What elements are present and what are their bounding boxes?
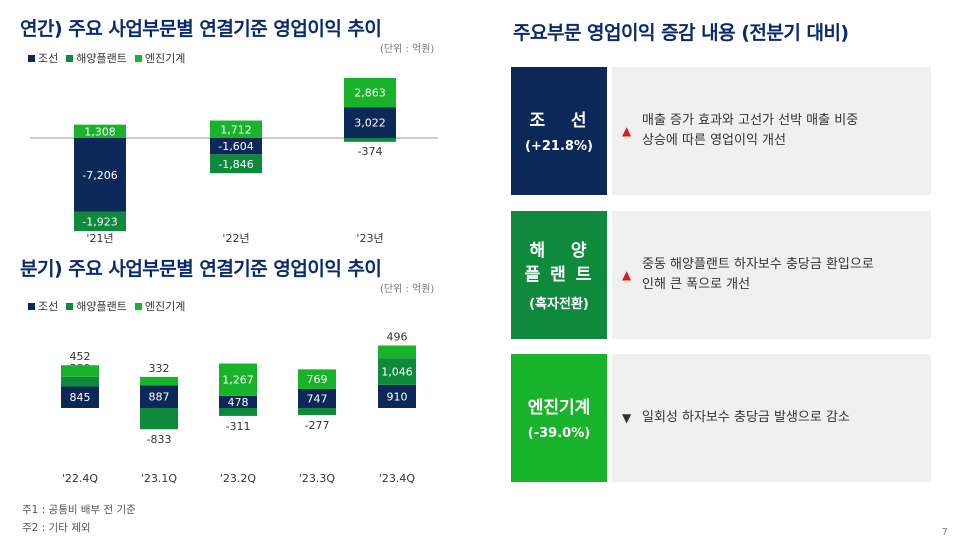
bar-offshore (344, 138, 396, 142)
data-label-shipbuilding: 910 (387, 390, 408, 403)
segment-name: 플 랜 트 (524, 264, 594, 285)
page-number: 7 (941, 527, 948, 538)
bar-shipbuilding (219, 395, 257, 408)
bar-offshore (61, 376, 99, 387)
data-label-offshore: -374 (358, 145, 383, 158)
annual-unit-label: (단위 : 억원) (380, 44, 435, 55)
data-label-offshore: -311 (226, 420, 251, 433)
segment-name: 조 선 (529, 110, 589, 131)
footnote-2: 주2 : 기타 제외 (22, 522, 91, 534)
data-label-shipbuilding: 747 (307, 392, 328, 405)
bar-shipbuilding (378, 384, 416, 408)
bar-shipbuilding (61, 386, 99, 408)
annual-legend: 조선 해양플랜트 엔진기계 (28, 50, 185, 66)
bar-shipbuilding (298, 388, 336, 408)
segment-description: ▲ 매출 증가 효과와 고선가 선박 매출 비중 상승에 따른 영업이익 개선 (612, 67, 931, 195)
data-label-engine: 496 (387, 330, 408, 343)
bar-offshore (74, 211, 126, 232)
bar-offshore (378, 358, 416, 385)
data-label-shipbuilding: 845 (70, 391, 91, 404)
bar-engine (344, 77, 396, 108)
segment-change-pct: (+21.8%) (525, 138, 593, 154)
segment-description: ▼ 일회성 하자보수 충당금 발생으로 감소 (612, 354, 931, 482)
data-label-engine: 2,863 (354, 87, 386, 100)
data-label-engine: 1,267 (222, 374, 254, 387)
bar-engine (74, 124, 126, 138)
bar-engine (140, 376, 178, 386)
data-label-engine: 332 (149, 362, 170, 375)
category-tick-label: '23년 (356, 232, 383, 245)
segment-description: ▲ 중동 해양플랜트 하자보수 충당금 환입으로 인해 큰 폭으로 개선 (612, 211, 931, 339)
segment-row-offshore: 해 양 플 랜 트 (흑자전환) ▲ 중동 해양플랜트 하자보수 충당금 환입으… (511, 211, 931, 339)
data-label-offshore: -1,923 (82, 215, 117, 228)
bar-shipbuilding (140, 385, 178, 408)
bar-engine (210, 120, 262, 138)
bar-engine (219, 363, 257, 396)
legend-item-engine: 엔진기계 (134, 298, 185, 314)
quarterly-chart: 845380452'22.4Q887-833332'23.1Q478-3111,… (61, 330, 416, 485)
annual-chart: -7,206 -1,923 1,308 '21년 -1,604 -1,846 1,712 '2… (30, 77, 438, 245)
bar-shipbuilding (210, 138, 262, 155)
segment-row-engine: 엔진기계 (-39.0%) ▼ 일회성 하자보수 충당금 발생으로 감소 (511, 354, 931, 482)
bar-offshore (140, 408, 178, 430)
data-label-shipbuilding: 3,022 (354, 117, 386, 130)
category-tick-label: '23.3Q (299, 472, 336, 485)
category-tick-label: '23.2Q (220, 472, 257, 485)
bar-shipbuilding (74, 138, 126, 212)
category-tick-label: '22.4Q (62, 472, 99, 485)
bar-offshore (298, 408, 336, 416)
bar-offshore (219, 408, 257, 416)
legend-item-shipbuilding: 조선 (28, 50, 58, 66)
legend-item-shipbuilding: 조선 (28, 298, 58, 314)
description-line: 중동 해양플랜트 하자보수 충당금 환입으로 (642, 257, 874, 272)
data-label-engine: 452 (70, 350, 91, 363)
segment-row-shipbuilding: 조 선 (+21.8%) ▲ 매출 증가 효과와 고선가 선박 매출 비중 상승… (511, 67, 931, 195)
data-label-offshore: -1,846 (218, 158, 253, 171)
data-label-offshore: -833 (147, 433, 172, 446)
quarterly-unit-label: (단위 : 억원) (380, 284, 435, 295)
segment-label-engine: 엔진기계 (-39.0%) (511, 354, 607, 482)
right-panel-title: 주요부문 영업이익 증감 내용 (전분기 대비) (513, 22, 849, 44)
bar-engine (378, 345, 416, 359)
legend-item-offshore: 해양플랜트 (66, 298, 127, 314)
data-label-shipbuilding: 887 (149, 391, 170, 404)
segment-label-offshore: 해 양 플 랜 트 (흑자전환) (511, 211, 607, 339)
quarterly-legend: 조선 해양플랜트 엔진기계 (28, 298, 185, 314)
description-line: 인해 큰 폭으로 개선 (642, 277, 751, 292)
data-label-offshore: -277 (305, 419, 330, 432)
data-label-shipbuilding: -7,206 (82, 169, 117, 182)
bar-engine (61, 365, 99, 377)
description-line: 일회성 하자보수 충당금 발생으로 감소 (642, 410, 850, 425)
quarterly-chart-title: 분기) 주요 사업부문별 연결기준 영업이익 추이 (20, 258, 382, 280)
annual-chart-title: 연간) 주요 사업부문별 연결기준 영업이익 추이 (20, 18, 382, 40)
data-label-shipbuilding: 478 (228, 396, 249, 409)
category-tick-label: '22년 (222, 232, 249, 245)
data-label-engine: 1,712 (220, 123, 252, 136)
legend-item-offshore: 해양플랜트 (66, 50, 127, 66)
category-tick-label: '21년 (86, 232, 113, 245)
segment-name: 엔진기계 (527, 397, 591, 418)
description-line: 상승에 따른 영업이익 개선 (642, 133, 786, 148)
data-label-engine: 1,308 (84, 125, 116, 138)
data-label-shipbuilding: -1,604 (218, 140, 253, 153)
data-label-offshore: 1,046 (381, 365, 413, 378)
bar-offshore (210, 154, 262, 174)
bar-engine (298, 369, 336, 389)
legend-item-engine: 엔진기계 (134, 50, 185, 66)
category-tick-label: '23.1Q (141, 472, 178, 485)
down-arrow-icon: ▼ (622, 411, 632, 425)
category-tick-label: '23.4Q (379, 472, 416, 485)
up-arrow-icon: ▲ (622, 124, 632, 138)
up-arrow-icon: ▲ (622, 268, 632, 282)
segment-change-pct: (흑자전환) (529, 296, 589, 312)
segment-change-pct: (-39.0%) (527, 425, 591, 441)
footnote-1: 주1 : 공통비 배부 전 기준 (22, 504, 136, 516)
description-line: 매출 증가 효과와 고선가 선박 매출 비중 (642, 113, 859, 128)
data-label-engine: 769 (307, 373, 328, 386)
segment-name: 해 양 (529, 240, 589, 261)
bar-shipbuilding (344, 107, 396, 138)
segment-label-shipbuilding: 조 선 (+21.8%) (511, 67, 607, 195)
